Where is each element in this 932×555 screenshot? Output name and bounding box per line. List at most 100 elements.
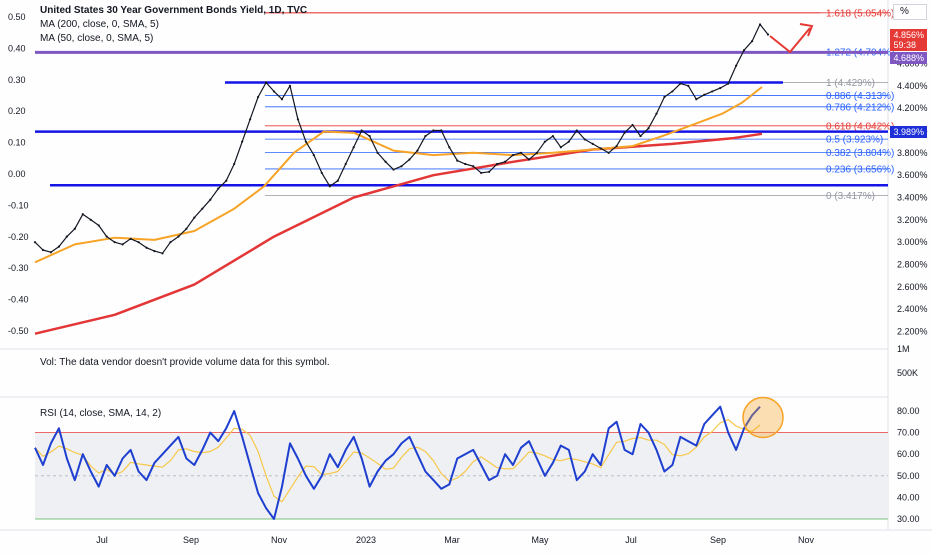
time-axis-tick: Jul (625, 535, 637, 545)
fib-levels: 1.618 (5.054%)1.272 (4.704%)1 (4.429%)0.… (265, 8, 894, 202)
fib-level-label: 0.5 (3.923%) (826, 135, 883, 146)
price-point (121, 243, 124, 246)
price-point (97, 224, 100, 227)
right-axis-tick: 4.200% (897, 103, 928, 113)
left-axis-tick: -0.50 (8, 326, 29, 336)
chart-title: United States 30 Year Government Bonds Y… (40, 5, 308, 16)
left-axis-tick: -0.30 (8, 263, 29, 273)
price-point (742, 49, 746, 52)
last-price-badge: 4.856% 59:38 (890, 29, 927, 51)
left-axis-tick: 0.50 (8, 12, 26, 22)
time-axis-tick: Jul (96, 535, 108, 545)
price-point (328, 185, 331, 188)
ma50-line (34, 86, 763, 264)
time-axis-tick: Sep (183, 535, 199, 545)
price-point (464, 162, 467, 166)
price-point (543, 140, 547, 143)
price-point (113, 241, 116, 244)
price-point (185, 227, 188, 230)
grid-layer (0, 0, 932, 531)
price-point (615, 145, 618, 148)
price-point (384, 160, 387, 163)
price-point (233, 162, 236, 166)
legend-ma200[interactable]: MA (200, close, 0, SMA, 5) (40, 19, 159, 30)
ma-value-badge: 4.688% (890, 52, 927, 64)
price-point (57, 245, 61, 248)
price-point (225, 179, 228, 182)
price-point (129, 237, 132, 240)
right-axis-tick: 2.200% (897, 327, 928, 337)
price-point (320, 171, 323, 175)
price-point (583, 138, 586, 141)
price-point (567, 140, 570, 143)
fib-level-label: 0.886 (4.313%) (826, 91, 894, 102)
price-point (137, 241, 140, 244)
price-point (272, 90, 276, 93)
time-axis-tick: Mar (444, 535, 460, 545)
projection-arrow (769, 23, 814, 54)
time-axis-tick: May (531, 535, 549, 545)
price-point (249, 118, 252, 121)
right-axis-tick: 3.800% (897, 148, 928, 158)
percent-scale-button[interactable]: % (893, 4, 927, 20)
price-point (750, 40, 754, 43)
price-point (440, 129, 443, 132)
left-axis-tick: 0.40 (8, 43, 26, 53)
price-point (519, 151, 523, 154)
price-point (33, 241, 37, 244)
fib-level-label: 1 (4.429%) (826, 78, 875, 89)
price-point (153, 250, 156, 253)
price-point (448, 146, 451, 149)
price-point (679, 82, 682, 85)
price-point (607, 151, 610, 154)
price-point (288, 84, 292, 87)
right-axis-tick: 2.400% (897, 304, 928, 314)
price-point (735, 64, 738, 67)
projection-arrow-path (769, 27, 811, 54)
rsi-ma-line (34, 419, 761, 503)
left-axis-tick: 0.00 (8, 169, 26, 179)
left-axis-tick: 0.30 (8, 75, 26, 85)
price-point (217, 187, 220, 190)
fib-level-label: 0 (3.417%) (826, 191, 875, 202)
price-point (256, 95, 260, 99)
left-axis-tick: -0.20 (8, 232, 29, 242)
volume-note: Vol: The data vendor doesn't provide vol… (40, 357, 330, 368)
price-point (161, 252, 164, 255)
fib-level-label: 0.382 (3.804%) (826, 148, 894, 159)
rsi-axis-tick: 60.00 (897, 449, 920, 459)
horizontal-levels (35, 50, 888, 187)
price-point (758, 23, 762, 26)
time-axis-tick: Sep (710, 535, 726, 545)
price-point (360, 129, 363, 132)
price-point (527, 158, 531, 161)
right-axis-tick: 3.200% (897, 215, 928, 225)
price-point (400, 165, 403, 168)
fib-level-label: 0.786 (4.212%) (826, 102, 894, 113)
price-point (591, 142, 594, 145)
price-point (296, 118, 300, 121)
fib-level-label: 1.618 (5.054%) (826, 8, 894, 19)
right-axis-tick: 3.600% (897, 170, 928, 180)
price-point (209, 198, 212, 201)
right-axis-tick: 3.000% (897, 237, 928, 247)
legend-ma50[interactable]: MA (50, close, 0, SMA, 5) (40, 33, 154, 44)
price-point (559, 146, 562, 149)
rsi-title[interactable]: RSI (14, close, SMA, 14, 2) (40, 408, 162, 419)
time-axis-tick: 2023 (356, 535, 376, 545)
ma50-line-group (34, 86, 763, 264)
price-point (49, 251, 53, 254)
volume-axis-tick: 500K (897, 368, 918, 378)
ma200-line-group (34, 132, 763, 335)
rsi-axis-tick: 70.00 (897, 428, 920, 438)
price-point (392, 168, 395, 171)
price-point (73, 227, 76, 230)
price-point (241, 140, 244, 143)
price-point (766, 33, 770, 36)
price-point (575, 129, 578, 132)
price-point (416, 149, 419, 152)
fib-level-label: 0.618 (4.042%) (826, 121, 894, 132)
left-axis-tick: 0.20 (8, 106, 26, 116)
